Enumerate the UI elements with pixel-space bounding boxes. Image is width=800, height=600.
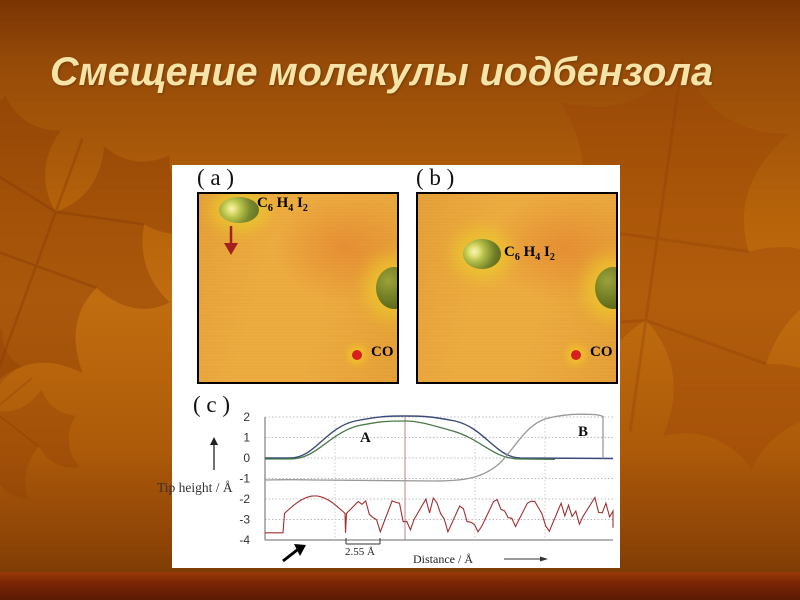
svg-text:2: 2: [243, 410, 250, 424]
svg-text:0: 0: [243, 451, 250, 465]
svg-text:-3: -3: [239, 513, 250, 527]
svg-text:2.55 Å: 2.55 Å: [345, 546, 375, 558]
svg-text:1: 1: [243, 431, 250, 445]
svg-text:A: A: [360, 430, 371, 446]
svg-text:B: B: [578, 424, 588, 440]
svg-text:Distance / Å: Distance / Å: [413, 552, 473, 566]
svg-text:-2: -2: [239, 492, 250, 506]
svg-text:-4: -4: [239, 533, 250, 547]
svg-text:-1: -1: [239, 472, 250, 486]
